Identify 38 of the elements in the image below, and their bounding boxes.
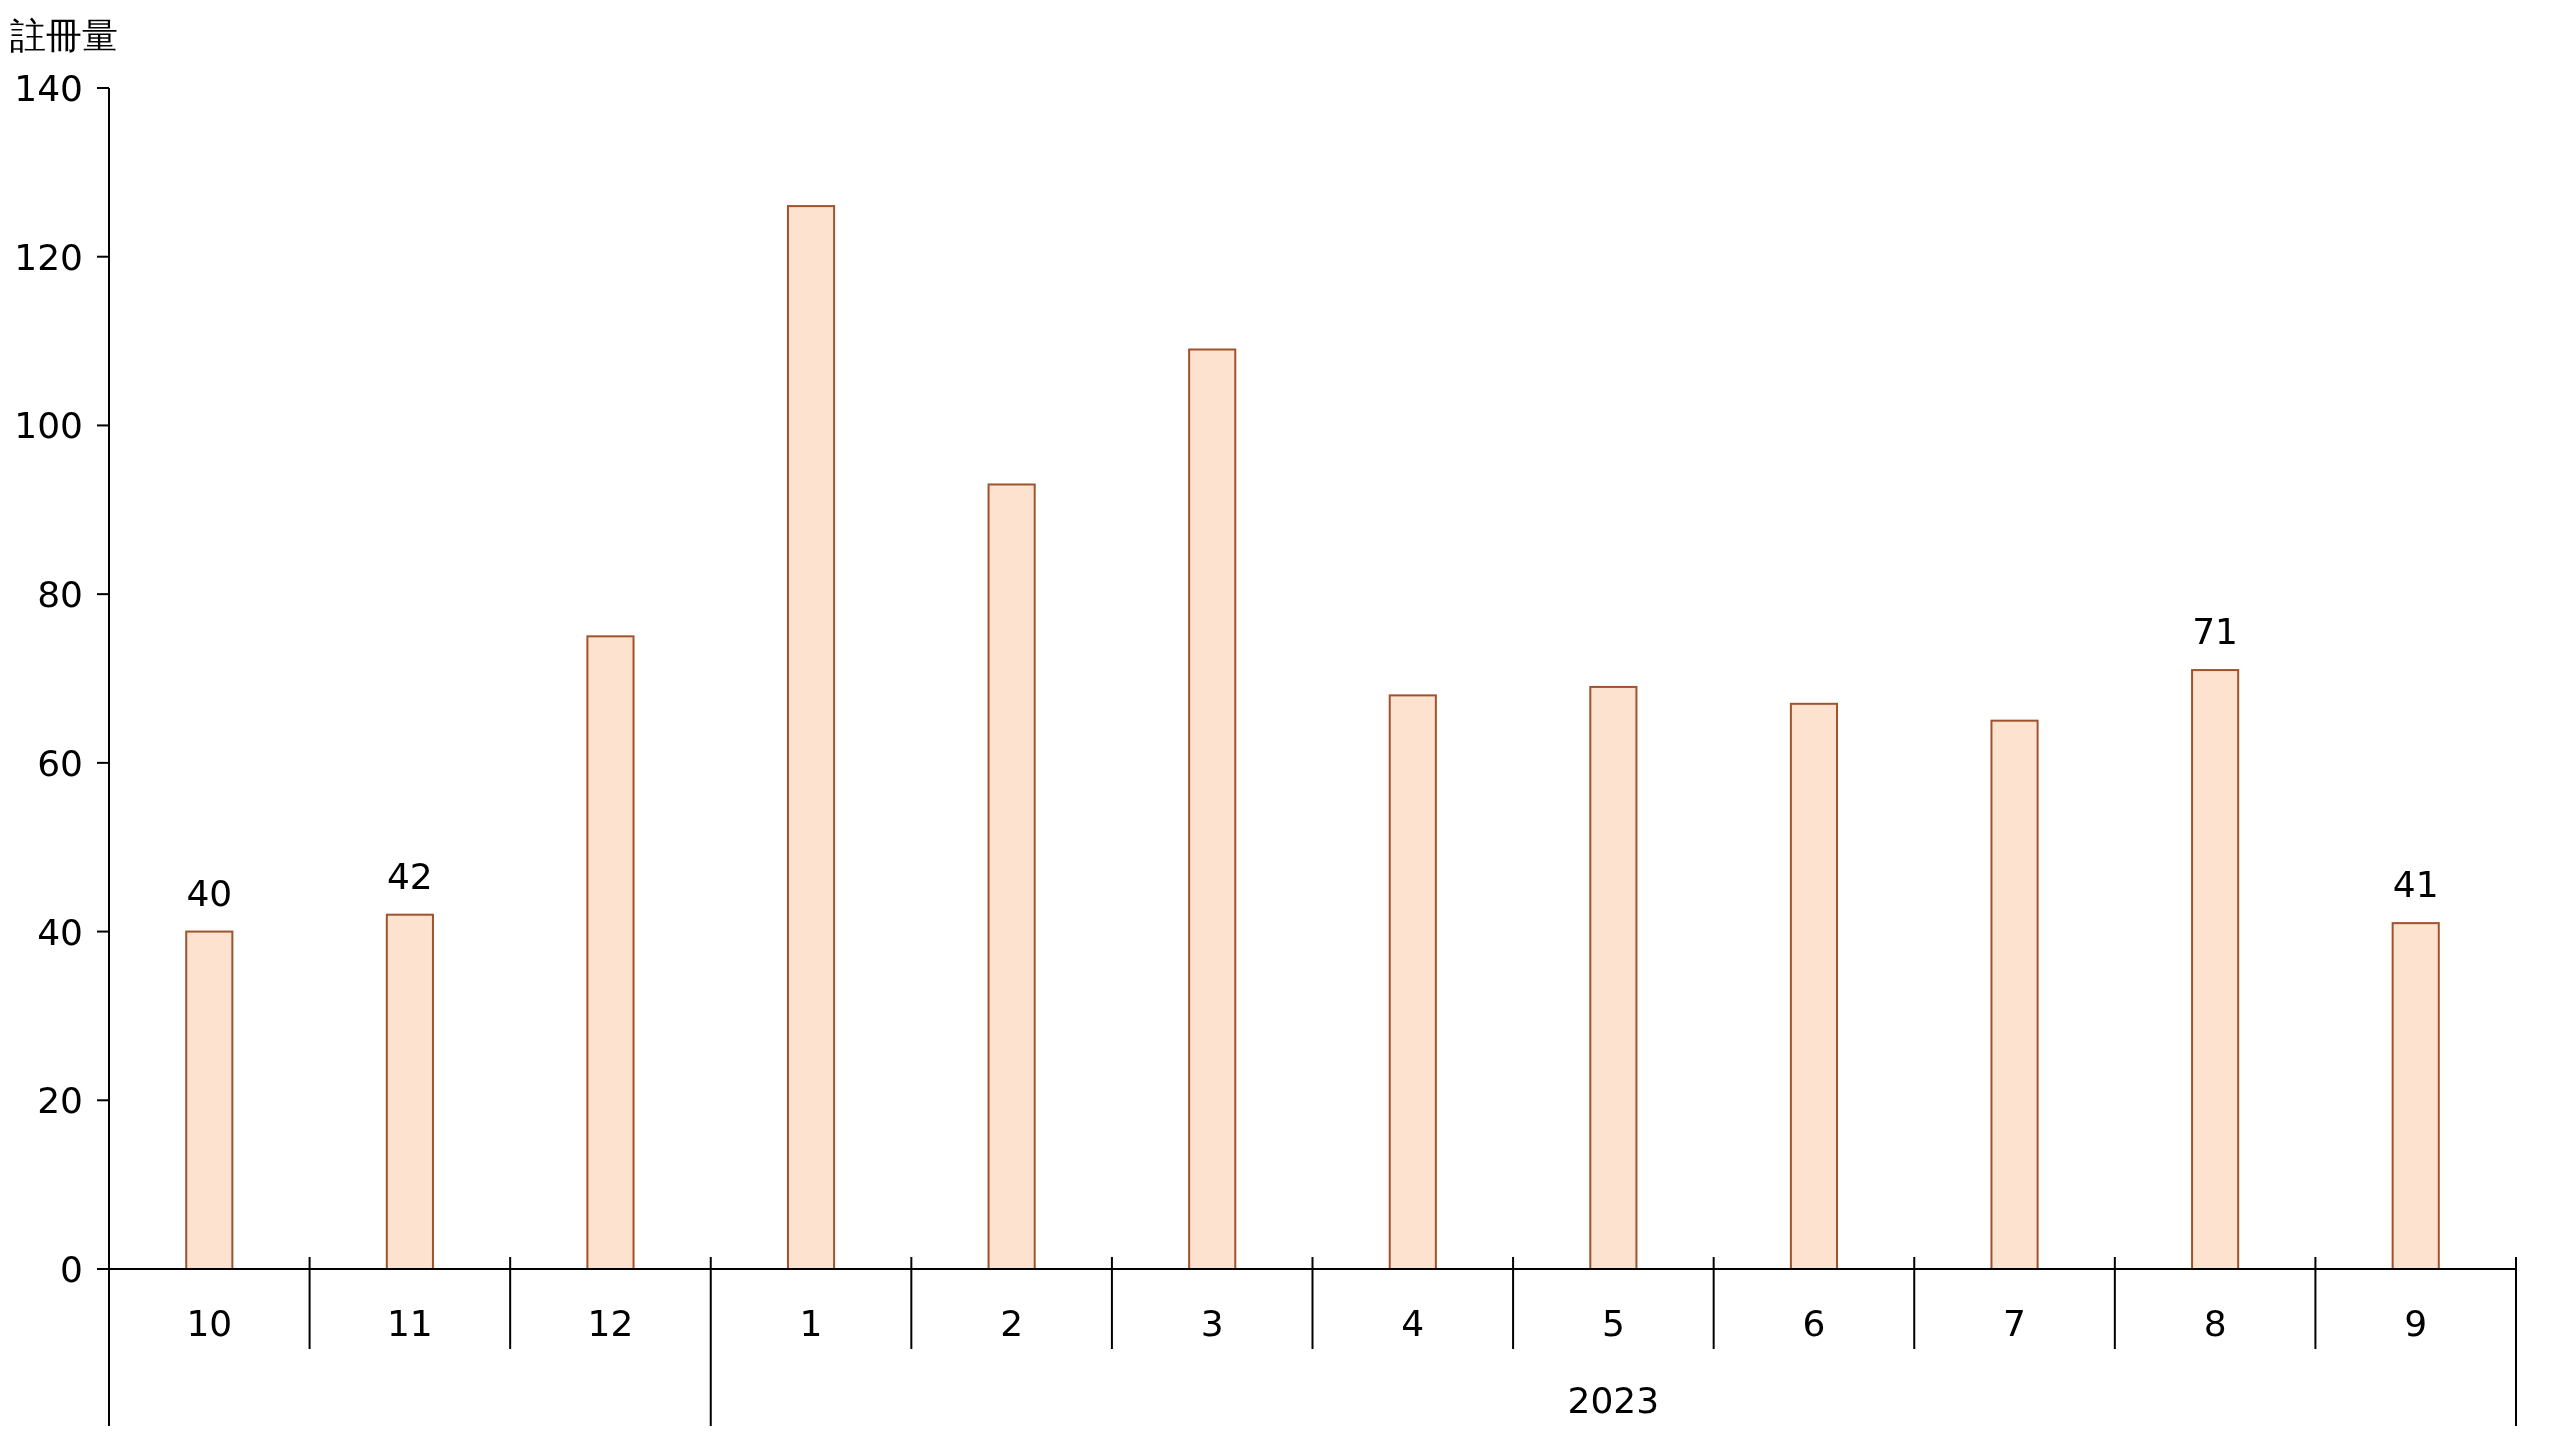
data-label: 41 bbox=[2392, 864, 2439, 906]
x-tick-label: 11 bbox=[386, 1303, 433, 1344]
x-tick-label: 12 bbox=[587, 1303, 634, 1344]
data-label: 40 bbox=[186, 872, 233, 914]
bar bbox=[385, 913, 434, 1270]
y-tick-label: 20 bbox=[37, 1080, 83, 1122]
bar bbox=[987, 483, 1036, 1270]
bar bbox=[586, 635, 635, 1270]
x-tick-label: 10 bbox=[186, 1303, 233, 1344]
x-tick-label: 1 bbox=[799, 1303, 823, 1344]
x-tick-label: 5 bbox=[1601, 1303, 1625, 1344]
bar bbox=[2191, 669, 2240, 1270]
data-label: 42 bbox=[386, 855, 433, 897]
data-label: 71 bbox=[2192, 611, 2239, 653]
x-tick-label: 8 bbox=[2203, 1303, 2227, 1344]
text: 2023 bbox=[1567, 1380, 1660, 1421]
y-tick-label: 60 bbox=[37, 742, 83, 784]
y-tick-label: 140 bbox=[14, 68, 83, 109]
y-tick-label: 40 bbox=[37, 911, 83, 953]
x-tick-label: 7 bbox=[2003, 1303, 2026, 1344]
y-tick-label: 120 bbox=[14, 236, 83, 278]
x-tick-label: 9 bbox=[2404, 1303, 2428, 1344]
y-tick-label: 80 bbox=[37, 574, 83, 616]
x-tick-label: 2 bbox=[1000, 1303, 1024, 1344]
x-tick-label: 6 bbox=[1802, 1303, 1826, 1344]
bar bbox=[786, 205, 836, 1270]
x-tick-label: 4 bbox=[1401, 1303, 1425, 1344]
bar bbox=[1388, 694, 1437, 1270]
bar bbox=[1990, 719, 2039, 1270]
bar bbox=[1188, 348, 1237, 1270]
bar bbox=[185, 930, 234, 1270]
x-tick-label: 3 bbox=[1200, 1303, 1224, 1344]
bar bbox=[1589, 685, 1638, 1270]
y-tick-label: 100 bbox=[14, 405, 83, 447]
bar bbox=[2391, 922, 2440, 1270]
bar bbox=[1789, 702, 1839, 1270]
y-tick-label: 0 bbox=[60, 1249, 83, 1290]
y-axis-title: 註冊量 bbox=[10, 15, 118, 56]
